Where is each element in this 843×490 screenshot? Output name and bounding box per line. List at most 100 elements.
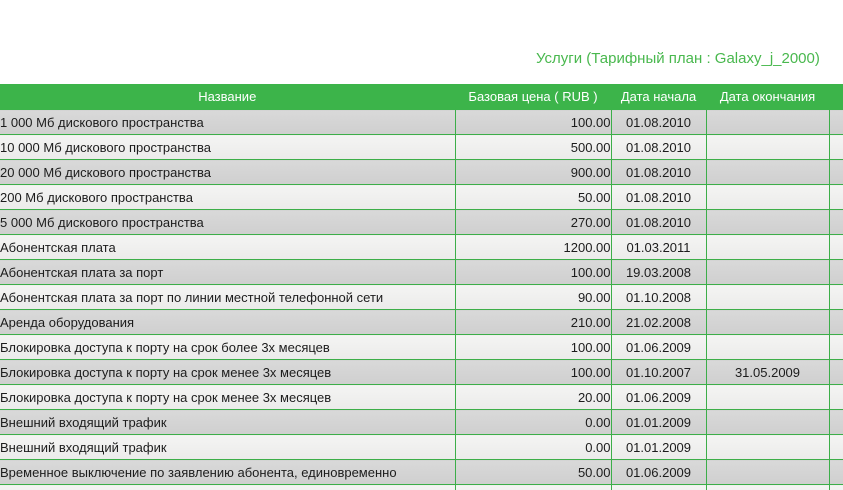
end-date-cell (705, 159, 830, 185)
base-price-cell: 270.00 (454, 209, 612, 235)
base-price-cell: 500.00 (454, 134, 612, 160)
table-row-clipped (0, 484, 843, 490)
base-price-cell: 50.00 (454, 184, 612, 210)
start-date-cell: 01.06.2009 (610, 384, 707, 410)
service-name-cell: 200 Мб дискового пространства (0, 184, 456, 210)
end-date-cell (705, 234, 830, 260)
service-name-cell: Блокировка доступа к порту на срок менее… (0, 359, 456, 385)
end-date-cell (705, 434, 830, 460)
extra-cell (828, 134, 843, 160)
table-row[interactable]: Временное выключение по заявлению абонен… (0, 459, 843, 485)
start-date-cell: 01.08.2010 (610, 159, 707, 185)
empty-cell (454, 484, 612, 490)
end-date-cell (705, 334, 830, 360)
base-price-cell: 100.00 (454, 259, 612, 285)
end-date-cell (705, 134, 830, 160)
table-header-row: Название Базовая цена ( RUB ) Дата начала Д… (0, 84, 843, 110)
service-name-cell: 5 000 Мб дискового пространства (0, 209, 456, 235)
table-row[interactable]: Абонентская плата за порт по линии местн… (0, 284, 843, 310)
base-price-cell: 900.00 (454, 159, 612, 185)
extra-cell (828, 284, 843, 310)
end-date-cell (705, 209, 830, 235)
empty-cell (610, 484, 707, 490)
service-name-cell: 20 000 Мб дискового пространства (0, 159, 456, 185)
start-date-cell: 01.08.2010 (610, 209, 707, 235)
service-name-cell: Абонентская плата за порт (0, 259, 456, 285)
table-row[interactable]: 1 000 Мб дискового пространства 100.00 01.… (0, 109, 843, 135)
base-price-cell: 1200.00 (454, 234, 612, 260)
start-date-cell: 19.03.2008 (610, 259, 707, 285)
table-row[interactable]: Абонентская плата за порт 100.00 19.03.200… (0, 259, 843, 285)
table-row[interactable]: Внешний входящий трафик 0.00 01.01.2009 (0, 409, 843, 435)
column-header-end-date: Дата окончания (705, 84, 830, 110)
table-row[interactable]: 200 Мб дискового пространства 50.00 01.08.… (0, 184, 843, 210)
base-price-cell: 210.00 (454, 309, 612, 335)
end-date-cell: 31.05.2009 (705, 359, 830, 385)
start-date-cell: 01.08.2010 (610, 109, 707, 135)
page-title: Услуги (Тарифный план : Galaxy_j_2000) (536, 50, 820, 67)
start-date-cell: 01.10.2008 (610, 284, 707, 310)
base-price-cell: 0.00 (454, 434, 612, 460)
table-row[interactable]: 10 000 Мб дискового пространства 500.00 01… (0, 134, 843, 160)
service-name-cell: 1 000 Мб дискового пространства (0, 109, 456, 135)
service-name-cell: Внешний входящий трафик (0, 434, 456, 460)
end-date-cell (705, 109, 830, 135)
service-name-cell: Блокировка доступа к порту на срок более… (0, 334, 456, 360)
base-price-cell: 100.00 (454, 334, 612, 360)
extra-cell (828, 159, 843, 185)
end-date-cell (705, 259, 830, 285)
end-date-cell (705, 184, 830, 210)
table-row[interactable]: Абонентская плата 1200.00 01.03.2011 (0, 234, 843, 260)
base-price-cell: 0.00 (454, 409, 612, 435)
base-price-cell: 90.00 (454, 284, 612, 310)
extra-cell (828, 234, 843, 260)
extra-cell (828, 184, 843, 210)
extra-cell (828, 334, 843, 360)
start-date-cell: 01.10.2007 (610, 359, 707, 385)
table-row[interactable]: Аренда оборудования 210.00 21.02.2008 (0, 309, 843, 335)
start-date-cell: 01.08.2010 (610, 134, 707, 160)
end-date-cell (705, 309, 830, 335)
start-date-cell: 01.08.2010 (610, 184, 707, 210)
start-date-cell: 01.06.2009 (610, 334, 707, 360)
extra-cell (828, 259, 843, 285)
table-row[interactable]: 5 000 Мб дискового пространства 270.00 01.… (0, 209, 843, 235)
table-row[interactable]: Блокировка доступа к порту на срок более… (0, 334, 843, 360)
table-row[interactable]: Внешний входящий трафик 0.00 01.01.2009 (0, 434, 843, 460)
extra-cell (828, 409, 843, 435)
empty-cell (0, 484, 456, 490)
base-price-cell: 100.00 (454, 109, 612, 135)
extra-cell (828, 109, 843, 135)
extra-cell (828, 209, 843, 235)
extra-cell (828, 459, 843, 485)
column-header-start-date: Дата начала (610, 84, 707, 110)
column-header-base-price: Базовая цена ( RUB ) (454, 84, 612, 110)
service-name-cell: Абонентская плата за порт по линии местн… (0, 284, 456, 310)
extra-cell (828, 384, 843, 410)
extra-cell (828, 434, 843, 460)
end-date-cell (705, 384, 830, 410)
extra-cell (828, 359, 843, 385)
service-name-cell: Абонентская плата (0, 234, 456, 260)
table-row[interactable]: Блокировка доступа к порту на срок менее… (0, 384, 843, 410)
services-table: Название Базовая цена ( RUB ) Дата начала Д… (0, 84, 843, 490)
services-table-viewport: Название Базовая цена ( RUB ) Дата начала Д… (0, 84, 843, 490)
service-name-cell: Внешний входящий трафик (0, 409, 456, 435)
end-date-cell (705, 409, 830, 435)
start-date-cell: 21.02.2008 (610, 309, 707, 335)
column-header-extra (828, 84, 843, 110)
table-row[interactable]: 20 000 Мб дискового пространства 900.00 01… (0, 159, 843, 185)
table-row[interactable]: Блокировка доступа к порту на срок менее… (0, 359, 843, 385)
start-date-cell: 01.06.2009 (610, 459, 707, 485)
base-price-cell: 50.00 (454, 459, 612, 485)
service-name-cell: 10 000 Мб дискового пространства (0, 134, 456, 160)
column-header-name: Название (0, 84, 456, 110)
end-date-cell (705, 459, 830, 485)
base-price-cell: 20.00 (454, 384, 612, 410)
service-name-cell: Блокировка доступа к порту на срок менее… (0, 384, 456, 410)
end-date-cell (705, 284, 830, 310)
start-date-cell: 01.03.2011 (610, 234, 707, 260)
service-name-cell: Аренда оборудования (0, 309, 456, 335)
extra-cell (828, 309, 843, 335)
base-price-cell: 100.00 (454, 359, 612, 385)
